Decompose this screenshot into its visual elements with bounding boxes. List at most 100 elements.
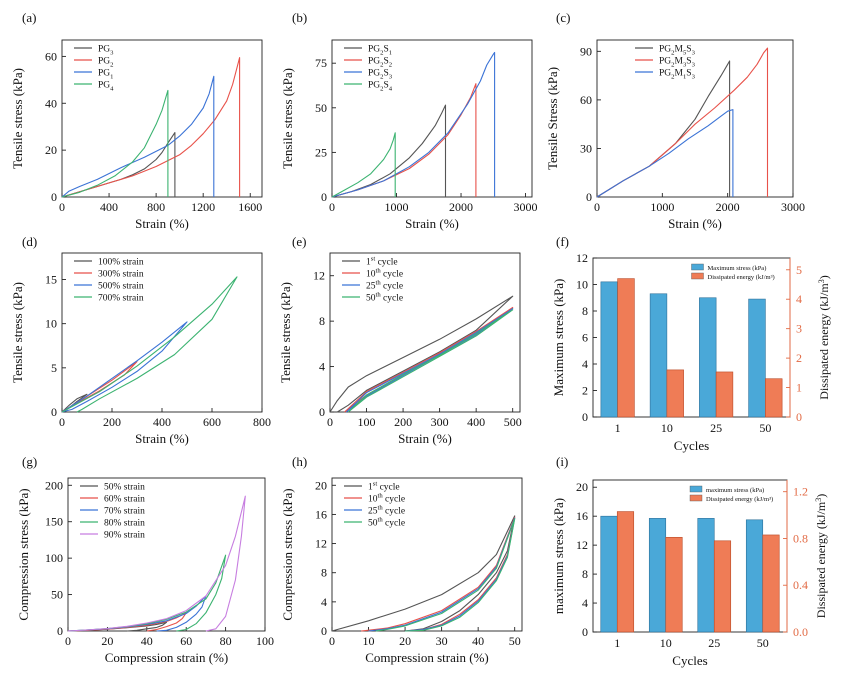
x-tick-label: 50: [759, 421, 771, 435]
y-axis-label: Tensile stress (kPa): [10, 68, 25, 169]
x-tick-label: 1200: [191, 200, 215, 214]
bar-left-i-1: [648, 518, 667, 633]
y2-tick-label: 5: [796, 263, 802, 277]
panel-tag-f: (f): [556, 234, 569, 249]
series-line-g-2: [67, 595, 207, 632]
panel-tag-d: (d): [22, 234, 37, 249]
legend-label: PG2: [98, 57, 113, 69]
bar-left-i-3: [745, 519, 764, 633]
x-tick-label: 300: [431, 415, 449, 429]
y-tick-label: 0: [582, 625, 588, 639]
y-tick-label: 20: [45, 143, 57, 157]
plot-frame: [331, 477, 523, 632]
y-tick-label: 150: [45, 515, 63, 529]
y2-tick-label: 2: [796, 351, 802, 365]
legend-label: Dissipated energy (kJ/m³): [706, 496, 773, 503]
bar-right-i-1: [665, 536, 683, 633]
x-tick-label: 80: [220, 634, 232, 648]
legend-label: 700% strain: [98, 294, 144, 304]
x-axis-label: Cycles: [672, 653, 707, 668]
y-tick-label: 12: [576, 538, 588, 552]
y-axis-label: Tensile stress (kPa): [280, 68, 295, 169]
x-tick-label: 0: [594, 200, 600, 214]
y-tick-label: 75: [315, 56, 327, 70]
legend-label: 100% strain: [98, 258, 144, 268]
x-tick-label: 10: [660, 636, 672, 650]
legend-label: PG2M1S3: [659, 69, 696, 81]
x-tick-label: 0: [59, 415, 65, 429]
y-tick-label: 2: [582, 384, 588, 398]
y-tick-label: 100: [45, 551, 63, 565]
x-tick-label: 30: [436, 634, 448, 648]
y-tick-label: 90: [580, 44, 592, 58]
bar-right-f-2: [715, 371, 734, 418]
x-tick-label: 100: [256, 634, 274, 648]
x-tick-label: 200: [394, 415, 412, 429]
y-tick-label: 0: [582, 410, 588, 424]
bar-left-f-1: [649, 293, 668, 418]
series-line-b-3: [331, 132, 396, 198]
y-tick-label: 12: [576, 251, 588, 265]
x-axis-label: Strain (%): [398, 431, 452, 446]
bar-right-i-0: [616, 511, 635, 633]
legend-label: 90% strain: [104, 531, 145, 541]
x-tick-label: 50: [757, 636, 769, 650]
panel-tag-a: (a): [22, 10, 36, 25]
legend-label: 1st cycle: [366, 256, 398, 268]
x-tick-label: 0: [327, 415, 333, 429]
y-tick-label: 8: [319, 314, 325, 328]
legend-label: 25th cycle: [368, 505, 405, 517]
x-axis-label: Cycles: [674, 438, 709, 453]
y-tick-label: 200: [45, 478, 63, 492]
x-tick-label: 25: [710, 421, 722, 435]
legend-label: Maximum stress (kPa): [708, 265, 767, 272]
bar-left-i-2: [697, 518, 715, 633]
legend-label: maximum stress (kPa): [706, 487, 764, 494]
series-line-a-3: [61, 89, 169, 198]
x-tick-label: 0: [329, 200, 335, 214]
y-tick-label: 20: [315, 478, 327, 492]
y-tick-label: 0: [586, 190, 592, 204]
legend-label: PG1: [98, 69, 113, 81]
y2-tick-label: 1: [796, 381, 802, 395]
series-line-d-3: [61, 276, 238, 413]
bar-right-f-0: [617, 278, 635, 418]
y-tick-label: 6: [582, 331, 588, 345]
y-tick-label: 16: [576, 509, 588, 523]
x-tick-label: 1000: [650, 200, 674, 214]
y-axis-label: Tensile stress (kPa): [278, 282, 293, 383]
legend-label: 80% strain: [104, 519, 145, 529]
series-line-e-2: [346, 308, 514, 413]
bar-right-i-2: [713, 540, 732, 633]
x-axis-label: Compression strain (%): [105, 650, 228, 665]
x-tick-label: 50: [509, 634, 521, 648]
panel-tag-b: (b): [292, 10, 307, 25]
y-axis-label: Tensile stress (kPa): [10, 282, 25, 383]
y-tick-label: 12: [313, 269, 325, 283]
series-line-e-0: [329, 295, 514, 413]
x-tick-label: 400: [467, 415, 485, 429]
legend-label: PG2S3: [368, 69, 393, 81]
y-tick-label: 40: [45, 96, 57, 110]
x-axis-label: Compression strain (%): [365, 650, 488, 665]
series-line-a-2: [61, 75, 215, 198]
panel-d: (d) 0 5 10 15 0 200 400 600 800 100% strain 300% st…: [10, 234, 271, 446]
legend-label: 500% strain: [98, 282, 144, 292]
series-line-b-1: [331, 83, 477, 198]
x-tick-label: 800: [147, 200, 165, 214]
panel-tag-c: (c): [556, 10, 570, 25]
x-tick-label: 800: [253, 415, 271, 429]
x-tick-label: 400: [100, 200, 118, 214]
legend-swatch: [691, 263, 704, 271]
legend-swatch: [689, 494, 703, 502]
y-tick-label: 4: [319, 360, 325, 374]
bar-right-f-1: [666, 369, 684, 418]
x-axis-label: Strain (%): [405, 216, 459, 231]
y-tick-label: 4: [582, 357, 588, 371]
plot-frame: [329, 252, 521, 413]
y-tick-label: 4: [582, 596, 588, 610]
legend-label: 10th cycle: [366, 268, 403, 280]
y2-tick-label: 0.8: [793, 531, 808, 545]
x-tick-label: 1000: [385, 200, 409, 214]
